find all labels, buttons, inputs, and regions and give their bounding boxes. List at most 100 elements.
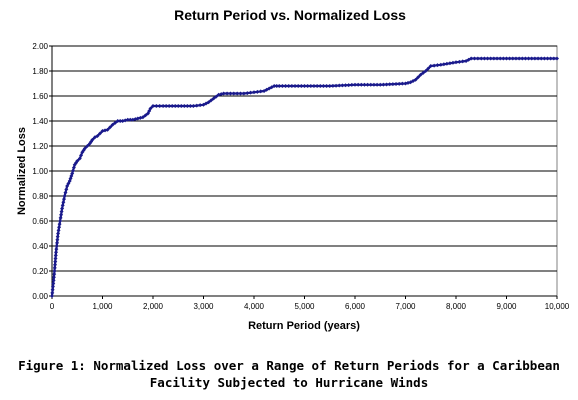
data-point-marker (272, 84, 277, 88)
y-tick-label: 0.60 (32, 217, 48, 226)
data-point-marker (507, 56, 512, 61)
data-point-marker (194, 103, 199, 108)
data-point-marker (241, 91, 246, 96)
data-point-marker (416, 75, 421, 80)
data-point-marker (413, 77, 418, 82)
data-point-marker (532, 56, 537, 61)
data-point-marker (378, 82, 383, 87)
data-point-marker (324, 84, 329, 88)
data-point-marker (85, 144, 90, 148)
data-point-marker (555, 56, 559, 61)
y-tick-label: 0.20 (32, 267, 48, 276)
data-point-marker (315, 84, 320, 88)
data-point-marker (520, 56, 525, 61)
data-point-marker (62, 194, 67, 198)
data-point-marker (513, 56, 518, 61)
data-point-marker (444, 61, 449, 66)
y-tick-label: 0.00 (32, 292, 48, 301)
y-axis-ticks: 0.00 0.20 0.40 0.60 0.80 1.00 1.20 1.40 1.60 1.80… (32, 42, 52, 301)
data-point-marker (472, 56, 477, 61)
data-point-marker (421, 70, 426, 75)
data-point-marker (151, 104, 155, 108)
data-point-marker (50, 290, 55, 295)
gridlines (52, 45, 557, 272)
data-point-marker (54, 244, 59, 248)
data-point-marker (161, 104, 166, 108)
y-tick-label: 1.40 (32, 117, 48, 126)
data-point-marker (542, 56, 547, 61)
data-point-marker (255, 89, 260, 94)
data-point-marker (191, 104, 196, 108)
data-point-marker (53, 256, 58, 261)
x-tick-label: 0 (50, 302, 55, 311)
x-tick-label: 6,000 (345, 302, 366, 311)
chart-title: Return Period vs. Normalized Loss (174, 7, 406, 23)
x-axis-ticks: 0 1,000 2,000 3,000 4,000 5,000 6,000 7,000 8,00… (50, 296, 570, 311)
data-point-marker (61, 200, 66, 205)
data-point-marker (214, 94, 219, 99)
data-point-marker (457, 59, 462, 64)
data-point-marker (128, 117, 133, 122)
data-point-marker (198, 103, 203, 108)
y-tick-label: 1.80 (32, 67, 48, 76)
x-tick-label: 3,000 (193, 302, 214, 311)
data-point-marker (53, 262, 58, 267)
data-point-marker (113, 120, 118, 125)
data-point-marker (330, 83, 335, 88)
data-point-marker (157, 104, 162, 108)
data-point-marker (164, 104, 169, 108)
data-point-marker (334, 83, 339, 88)
data-point-marker (252, 90, 256, 95)
data-point-marker (61, 197, 66, 202)
data-point-marker (488, 56, 493, 61)
data-point-marker (182, 104, 187, 108)
data-point-marker (57, 225, 62, 230)
y-tick-label: 1.20 (32, 142, 48, 151)
data-point-marker (125, 117, 130, 122)
data-point-marker (539, 56, 544, 61)
data-point-marker (50, 294, 54, 298)
data-point-marker (179, 104, 184, 108)
data-point-marker (293, 84, 298, 88)
data-point-marker (548, 56, 553, 61)
data-point-marker (375, 82, 380, 87)
y-tick-label: 1.60 (32, 92, 48, 101)
data-point-marker (308, 84, 313, 88)
y-tick-label: 1.00 (32, 167, 48, 176)
data-point-marker (277, 84, 282, 88)
data-point-marker (75, 159, 80, 163)
data-point-marker (59, 212, 64, 217)
data-point-marker (50, 287, 55, 292)
data-point-marker (56, 228, 61, 233)
data-point-marker (321, 84, 326, 88)
data-point-marker (71, 165, 76, 170)
y-tick-label: 0.40 (32, 242, 48, 251)
data-point-marker (53, 253, 58, 258)
x-tick-label: 2,000 (143, 302, 164, 311)
data-point-marker (71, 168, 76, 173)
data-point-marker (498, 56, 503, 61)
data-point-marker (52, 269, 57, 273)
data-point-marker (206, 100, 211, 105)
data-point-marker (90, 137, 95, 142)
chart: Return Period vs. Normalized Loss 0.00 0.… (16, 7, 570, 332)
data-point-marker (110, 122, 115, 127)
data-point-marker (50, 284, 55, 289)
y-tick-label: 2.00 (32, 42, 48, 51)
data-point-marker (97, 131, 102, 136)
x-tick-label: 7,000 (395, 302, 416, 311)
x-tick-label: 1,000 (92, 302, 113, 311)
data-point-marker (475, 56, 480, 61)
data-point-marker (441, 62, 446, 67)
data-point-marker (523, 56, 528, 61)
data-point-marker (170, 104, 175, 108)
data-point-marker (55, 237, 60, 242)
data-point-marker (148, 106, 153, 111)
data-point-marker (340, 83, 345, 88)
data-point-marker (318, 84, 323, 88)
data-point-marker (495, 56, 500, 61)
data-point-marker (59, 209, 64, 214)
data-point-marker (450, 60, 455, 65)
data-point-marker (274, 84, 279, 88)
data-point-marker (58, 215, 63, 220)
